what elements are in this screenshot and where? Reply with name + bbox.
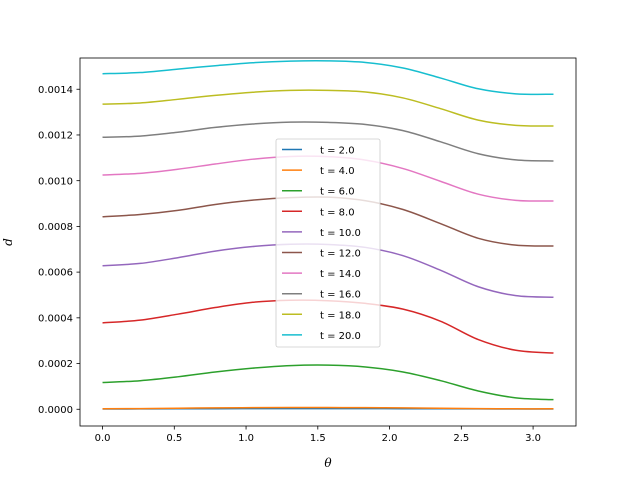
x-tick-label: 2.5 bbox=[453, 433, 469, 444]
y-tick-label: 0.0002 bbox=[38, 359, 73, 370]
y-tick-label: 0.0004 bbox=[38, 313, 73, 324]
legend-label-0: t = 2.0 bbox=[320, 146, 355, 157]
series-line-7 bbox=[102, 121, 554, 162]
x-tick-label: 1.5 bbox=[310, 433, 326, 444]
x-tick-label: 1.0 bbox=[238, 433, 254, 444]
y-tick-label: 0.0008 bbox=[38, 222, 73, 233]
series-line-9 bbox=[102, 60, 554, 96]
legend-label-6: t = 14.0 bbox=[320, 269, 361, 280]
y-axis-label: d bbox=[1, 238, 15, 246]
y-tick-label: 0.0006 bbox=[38, 268, 73, 279]
y-tick-label: 0.0000 bbox=[38, 405, 73, 416]
series-line-8 bbox=[102, 89, 554, 127]
legend-label-2: t = 6.0 bbox=[320, 187, 355, 198]
legend-label-4: t = 10.0 bbox=[320, 228, 361, 239]
y-tick-label: 0.0010 bbox=[38, 176, 73, 187]
axes-layer: 0.0 0.5 1.0 1.5 2.0 2.5 3.0 0.0000 0.0002 0.0004 0… bbox=[1, 57, 577, 470]
legend: t = 2.0 t = 4.0 t = 6.0 t = 8.0 t = 10.0 t = … bbox=[275, 138, 381, 348]
x-axis-label: θ bbox=[324, 456, 332, 470]
y-tick-label: 0.0012 bbox=[38, 131, 73, 142]
x-tick-label: 3.0 bbox=[525, 433, 541, 444]
legend-label-3: t = 8.0 bbox=[320, 207, 355, 218]
legend-label-5: t = 12.0 bbox=[320, 249, 361, 260]
legend-label-7: t = 16.0 bbox=[320, 290, 361, 301]
legend-label-1: t = 4.0 bbox=[320, 166, 355, 177]
x-tick-label: 0.5 bbox=[166, 433, 182, 444]
series-line-1 bbox=[102, 406, 554, 410]
legend-label-9: t = 20.0 bbox=[320, 331, 361, 342]
x-tick-label: 0.0 bbox=[95, 433, 111, 444]
axes-frame bbox=[79, 57, 577, 427]
y-tick-label: 0.0014 bbox=[38, 85, 73, 96]
x-tick-label: 2.0 bbox=[382, 433, 398, 444]
legend-label-8: t = 18.0 bbox=[320, 310, 361, 321]
series-line-2 bbox=[102, 364, 554, 401]
